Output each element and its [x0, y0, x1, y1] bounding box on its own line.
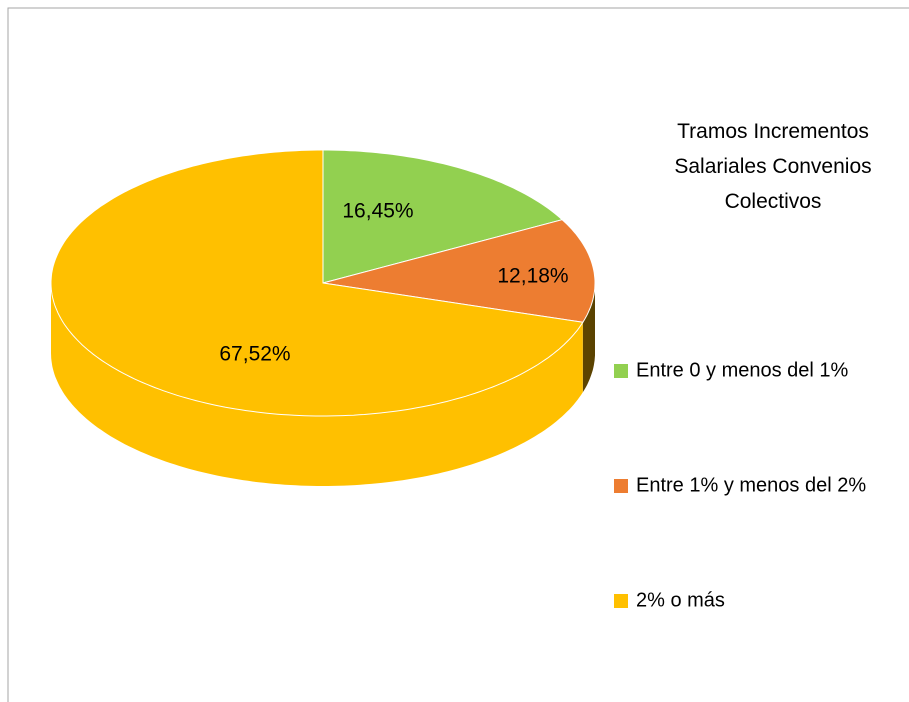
slice — [322, 219, 596, 323]
legend-swatch — [614, 479, 628, 493]
slice-label: 12,18% — [497, 265, 568, 288]
slice-side — [582, 283, 595, 393]
slice — [322, 149, 564, 284]
slice-label: 67,52% — [219, 343, 290, 366]
chart-frame — [7, 7, 909, 702]
legend-text: Entre 1% y menos del 2% — [636, 474, 866, 496]
legend-text: Entre 0 y menos del 1% — [636, 359, 849, 381]
legend-title: Tramos Incrementos Salariales Convenios … — [674, 120, 872, 213]
legend-swatch — [614, 364, 628, 378]
slice-side — [51, 283, 583, 486]
slice-label: 16,45% — [342, 200, 413, 223]
legend-swatch — [614, 594, 628, 608]
legend-text: 2% o más — [636, 589, 725, 611]
slice — [50, 149, 584, 417]
